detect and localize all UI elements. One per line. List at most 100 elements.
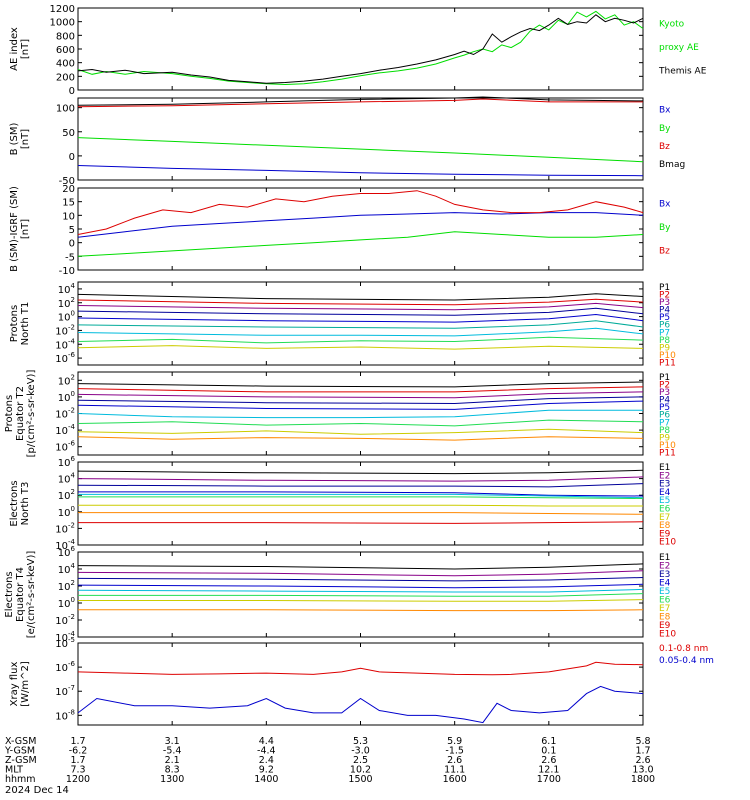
- series-line-e2: [77, 476, 644, 482]
- legend-entry: P9: [659, 433, 670, 443]
- y-axis-label: Protons: [9, 305, 20, 342]
- series-line-e2: [77, 570, 644, 577]
- y-axis-label: AE index: [9, 27, 20, 71]
- legend-entry: P2: [659, 381, 670, 391]
- panel-frame: [77, 642, 644, 726]
- series-line-p3: [77, 391, 644, 399]
- axis-row-value: 1.7: [70, 755, 85, 766]
- legend-entry: 0.1-0.8 nm: [659, 644, 708, 654]
- y-tick-label: 10-2: [55, 323, 75, 337]
- series-line-p9: [77, 436, 644, 441]
- y-axis-label: Equator T4: [15, 567, 26, 622]
- legend-entry: P11: [659, 358, 676, 368]
- series-line-e1: [77, 469, 644, 475]
- legend-entry: E6: [659, 596, 671, 606]
- series-line-bx: [77, 212, 644, 238]
- series-line-e9: [78, 521, 644, 524]
- y-tick-label: 10-6: [55, 440, 75, 454]
- axis-row-value: 2.4: [259, 755, 274, 766]
- series-line-e1: [77, 563, 644, 570]
- axis-row-value: 1400: [254, 774, 278, 785]
- y-tick-label: 104: [58, 562, 76, 576]
- legend-entry: P1: [659, 373, 670, 383]
- y-tick-label: 100: [58, 310, 75, 324]
- legend-entry: E10: [659, 538, 676, 548]
- axis-row-value: 5.9: [447, 736, 462, 747]
- legend-entry: E7: [659, 604, 670, 614]
- axis-row-value: 5.3: [353, 736, 368, 747]
- y-tick-label: 400: [56, 59, 75, 70]
- legend-entry: E1: [659, 463, 670, 473]
- axis-row-value: -5.4: [163, 746, 182, 757]
- legend-entry: E5: [659, 587, 670, 597]
- date-label: 2024 Dec 14: [5, 785, 69, 796]
- axis-row-value: 13.0: [632, 765, 653, 776]
- series-line-e6: [78, 593, 644, 597]
- axis-row-value: 1.7: [70, 736, 85, 747]
- series-line-by: [77, 231, 644, 257]
- series-line-e7: [78, 599, 644, 602]
- y-tick-label: 0: [69, 152, 75, 163]
- legend-entry: E5: [659, 496, 670, 506]
- y-axis-label: [nT]: [20, 39, 31, 59]
- series-line-by: [77, 137, 644, 163]
- axis-row-value: 2.5: [353, 755, 368, 766]
- axis-row-value: 5.8: [635, 736, 650, 747]
- legend-entry: proxy AE: [659, 43, 699, 53]
- series-line-p8: [77, 336, 644, 344]
- series-line-p6: [77, 320, 644, 329]
- y-tick-label: 102: [58, 488, 75, 502]
- axis-row-value: 3.1: [165, 736, 180, 747]
- series-line-p7: [77, 327, 644, 337]
- legend-entry: P6: [659, 411, 670, 421]
- legend-entry: E9: [659, 529, 671, 539]
- panel-2: -50 0 50 100 B (SM) [nT] Bx By Bz Bmag: [9, 96, 685, 187]
- series-line-p6: [77, 409, 643, 419]
- legend-entry: P10: [659, 351, 676, 361]
- axis-row-value: 8.3: [165, 765, 180, 776]
- y-axis-label: [nT]: [20, 129, 31, 149]
- panel-1: 0 200 400 600 800 1000 1200 AE index [nT] Kyoto pr…: [9, 4, 707, 97]
- series-line-p8: [77, 428, 644, 435]
- axis-row-label: MLT: [5, 765, 23, 776]
- y-axis-label: [nT]: [20, 219, 31, 239]
- legend-entry: P4: [659, 396, 670, 406]
- legend-entry: P10: [659, 441, 676, 451]
- axis-row-label: Y-GSM: [4, 746, 35, 757]
- y-tick-label: 10-2: [55, 613, 75, 627]
- axis-row-value: 0.1: [541, 746, 556, 757]
- y-tick-label: 10-7: [55, 684, 75, 698]
- axis-row-value: 4.4: [259, 736, 274, 747]
- series-line-e4: [78, 491, 644, 497]
- y-tick-label: 10-6: [55, 660, 75, 674]
- legend-entry: E9: [659, 621, 671, 631]
- y-tick-label: 10-2: [55, 521, 75, 535]
- y-tick-label: 0: [69, 239, 75, 250]
- axis-row-value: 9.2: [259, 765, 274, 776]
- axis-row-value: 1200: [66, 774, 90, 785]
- axis-row-value: 2.6: [541, 755, 556, 766]
- y-tick-label: 1000: [50, 18, 75, 29]
- y-axis-label: [W/m^2]: [20, 661, 31, 707]
- series-line-p5: [77, 313, 644, 323]
- panel-frame: [77, 187, 644, 271]
- series-line-bx: [77, 165, 644, 177]
- legend-entry: E3: [659, 570, 670, 580]
- axis-row-value: 1700: [537, 774, 561, 785]
- panel-5: 102 100 10-2 10-4 10-6 Protons Equator T2 [p/(c…: [4, 370, 676, 459]
- y-tick-label: 5: [69, 225, 75, 236]
- y-tick-label: -5: [65, 252, 75, 263]
- y-tick-label: 15: [62, 198, 75, 209]
- legend-entry: P5: [659, 403, 670, 413]
- y-tick-label: 10-2: [55, 407, 75, 421]
- axis-row-value: -4.4: [257, 746, 276, 757]
- panel-frame: [77, 461, 644, 546]
- legend-entry: P11: [659, 448, 676, 458]
- axis-row-label: X-GSM: [5, 736, 36, 747]
- series-line-p2: [77, 386, 644, 393]
- y-axis-label: North T1: [20, 302, 31, 346]
- series-line-p4: [77, 396, 644, 405]
- axis-row-value: 1600: [443, 774, 467, 785]
- y-tick-label: 800: [56, 31, 75, 42]
